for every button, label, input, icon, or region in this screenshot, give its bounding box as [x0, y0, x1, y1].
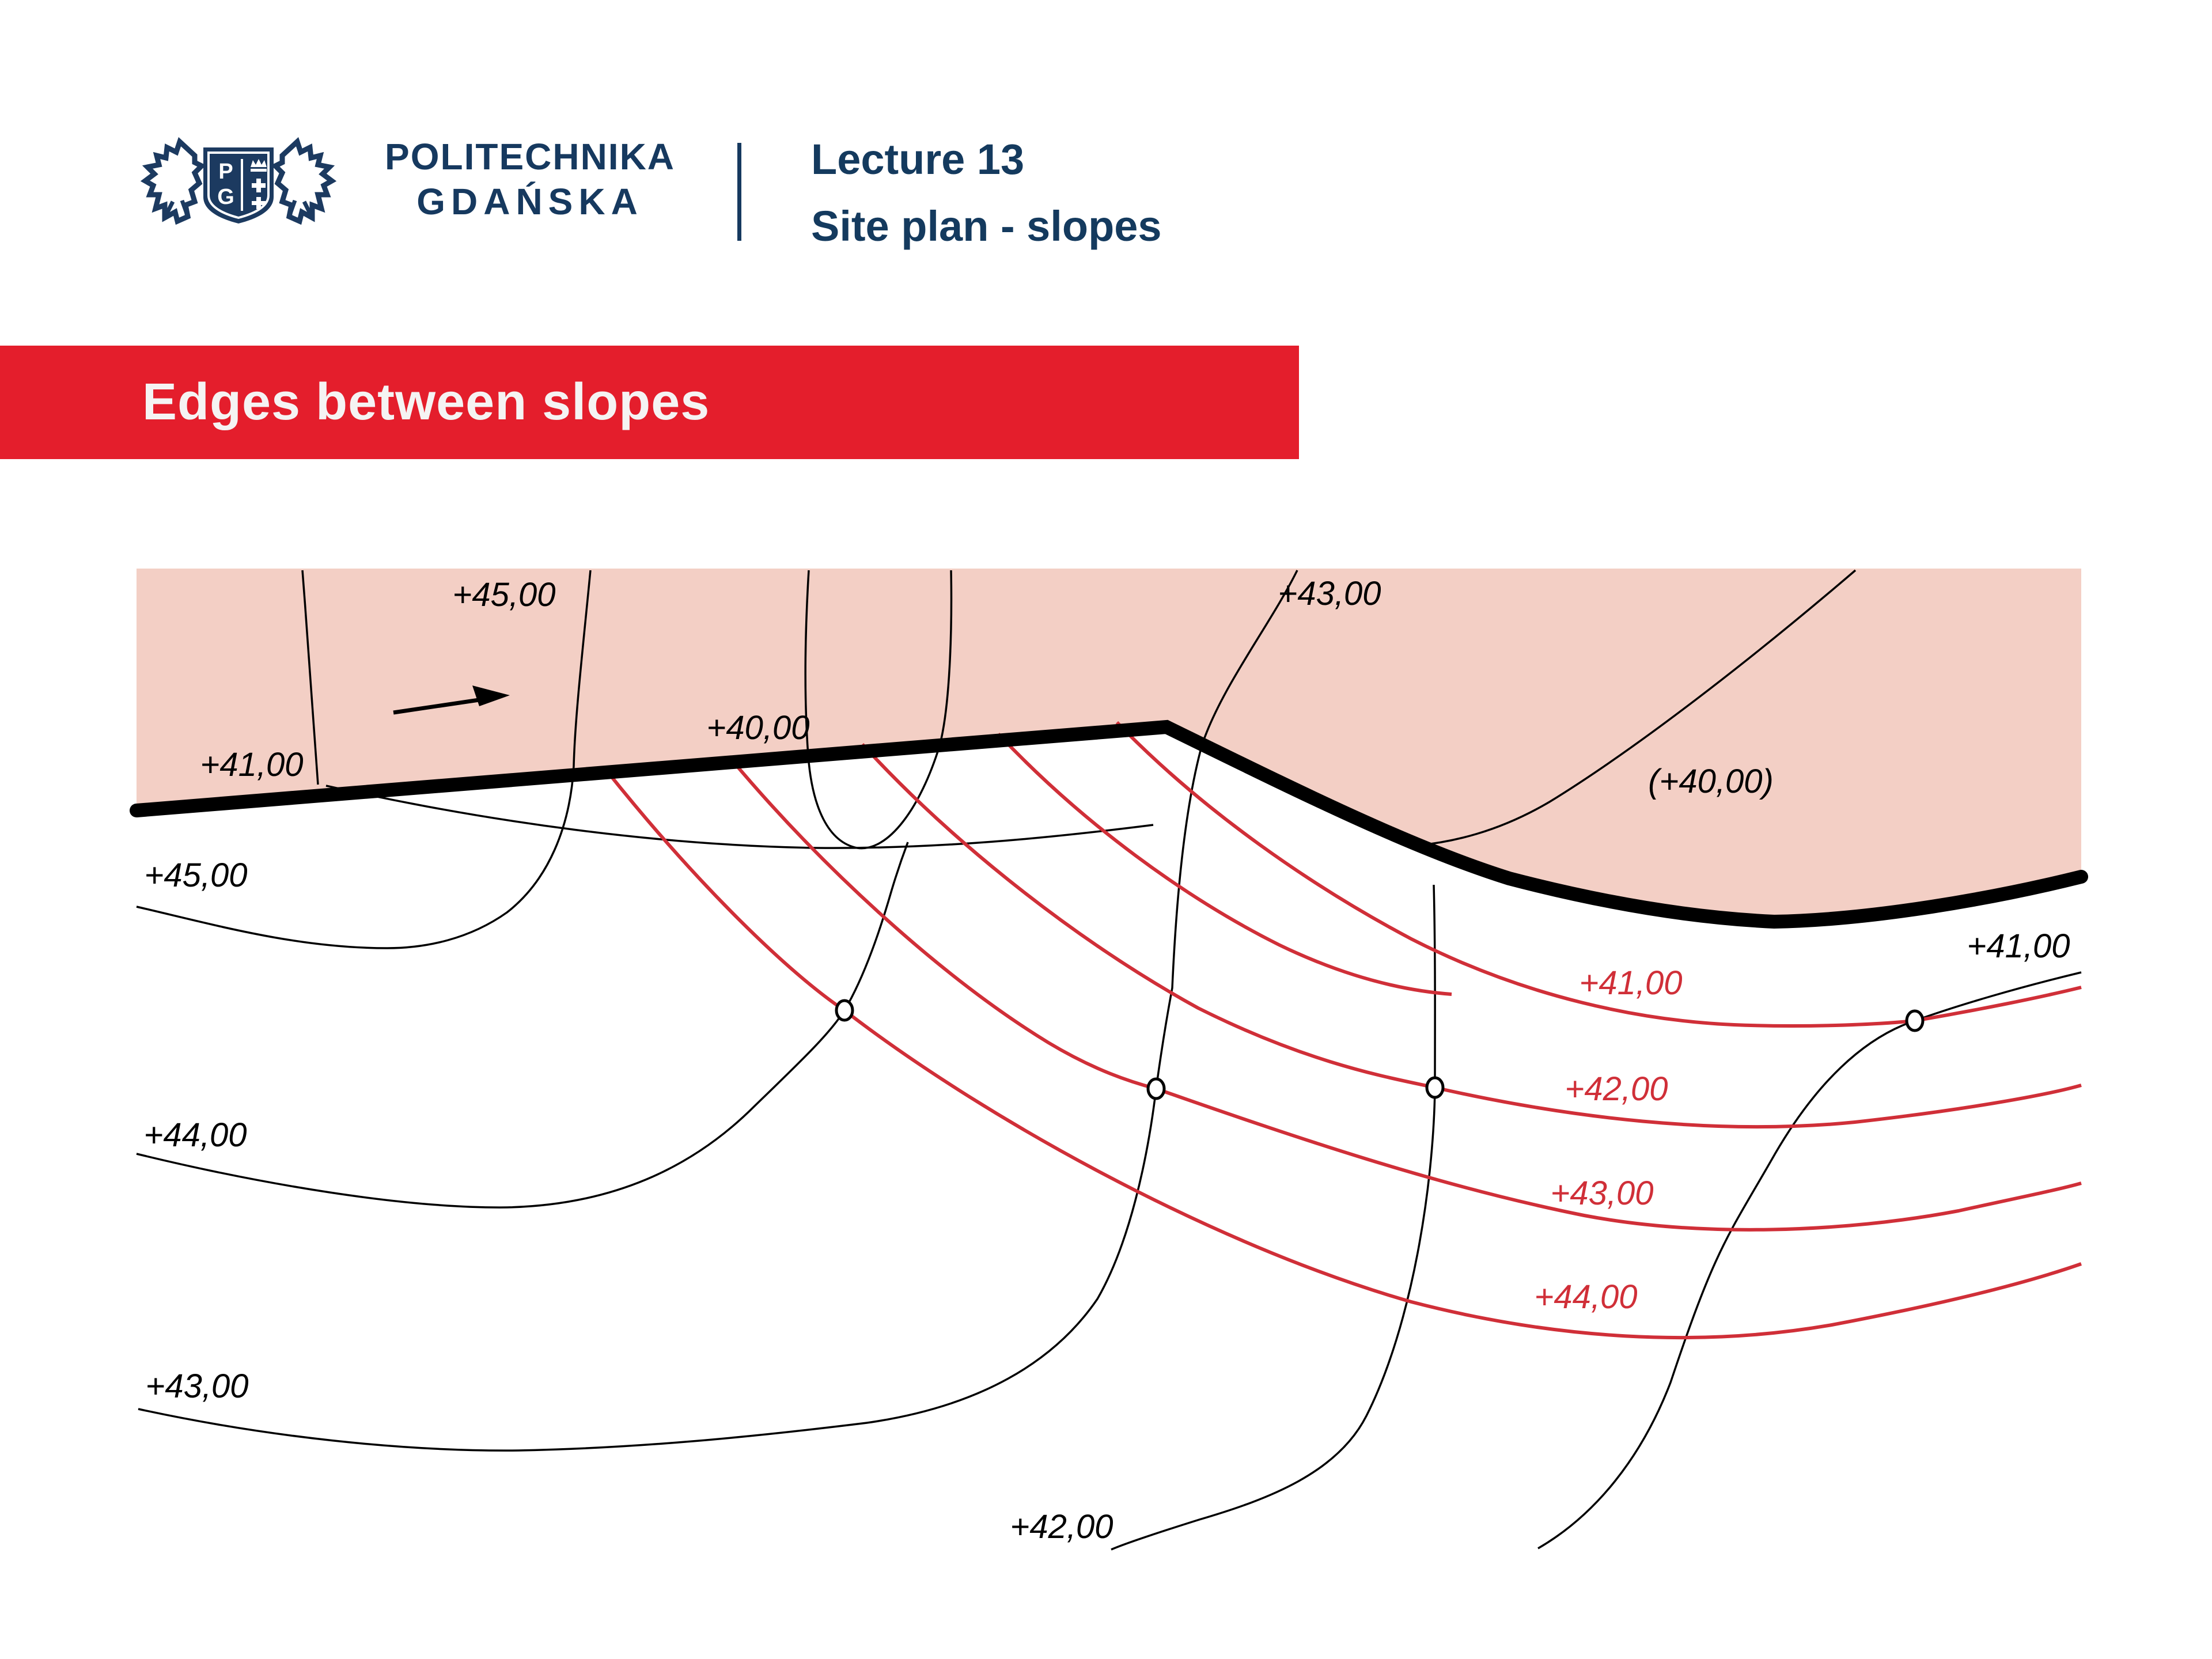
intersection-marker	[835, 999, 854, 1022]
crown-icon	[251, 159, 267, 172]
platform-area	[137, 569, 2081, 922]
contour-line-42	[1111, 884, 1436, 1551]
contour-line	[301, 570, 319, 785]
elevation-label-red: +41,00	[1579, 964, 1682, 1002]
elevation-labels-black: +45,00 +43,00 +40,00 +41,00 (+40,00) +45…	[143, 575, 2070, 1546]
elevation-label-red: +42,00	[1565, 1070, 1668, 1108]
lecture-number: Lecture 13	[811, 135, 1025, 183]
section-banner: Edges between slopes	[0, 346, 1299, 459]
elevation-label: +43,00	[1278, 575, 1381, 612]
elevation-label: +41,00	[200, 746, 303, 783]
elevation-label: +43,00	[145, 1368, 248, 1405]
section-title: Edges between slopes	[142, 373, 710, 431]
lion-right-icon	[271, 137, 337, 225]
intersection-markers	[835, 999, 1925, 1100]
cross-icon	[252, 197, 266, 209]
shield-letter-p: P	[218, 160, 233, 184]
contour-line-44	[136, 842, 909, 1209]
contour-line-45	[136, 570, 592, 949]
lion-left-icon	[140, 137, 206, 225]
cross-icon	[252, 179, 266, 192]
elevation-label-red: +43,00	[1550, 1175, 1653, 1212]
university-name-line1: POLITECHNIKA	[385, 136, 675, 177]
elevation-label: +41,00	[1967, 927, 2070, 965]
university-logo-icon: P G	[140, 137, 337, 225]
slope-line-41	[1115, 721, 2082, 1028]
elevation-label: +45,00	[452, 576, 555, 613]
slope-edge-line	[130, 719, 2088, 929]
intersection-marker	[1905, 1009, 1925, 1032]
shield-letter-g: G	[217, 185, 234, 209]
elevation-label: (+40,00)	[1648, 763, 1774, 800]
intersection-marker	[1146, 1077, 1166, 1100]
slope-line-44	[603, 767, 2082, 1340]
elevation-label: +42,00	[1010, 1508, 1113, 1546]
contour-line-41	[1537, 971, 2082, 1550]
elevation-label: +45,00	[144, 857, 247, 894]
lecture-subtitle: Site plan - slopes	[811, 202, 1162, 250]
contour-line	[1415, 569, 1857, 847]
university-name-line2: GDAŃSKA	[416, 181, 643, 222]
terrain-contours-platform	[136, 569, 1857, 949]
elevation-label-red: +44,00	[1534, 1278, 1637, 1316]
shield-icon: P G	[203, 147, 274, 224]
elevation-label: +44,00	[143, 1116, 247, 1154]
lecture-header: Lecture 13 Site plan - slopes	[811, 138, 1162, 248]
intersection-marker	[1425, 1076, 1445, 1099]
slope-line-extra	[997, 732, 1452, 996]
elevation-labels-red: +41,00 +42,00 +43,00 +44,00	[1534, 964, 1682, 1316]
slope-line-43	[728, 756, 2082, 1232]
slope-toe-line	[325, 785, 1154, 849]
header-divider	[737, 143, 741, 241]
university-name: POLITECHNIKA GDAŃSKA	[369, 138, 691, 236]
direction-arrow-icon	[393, 685, 510, 715]
elevation-label: +40,00	[706, 709, 809, 747]
